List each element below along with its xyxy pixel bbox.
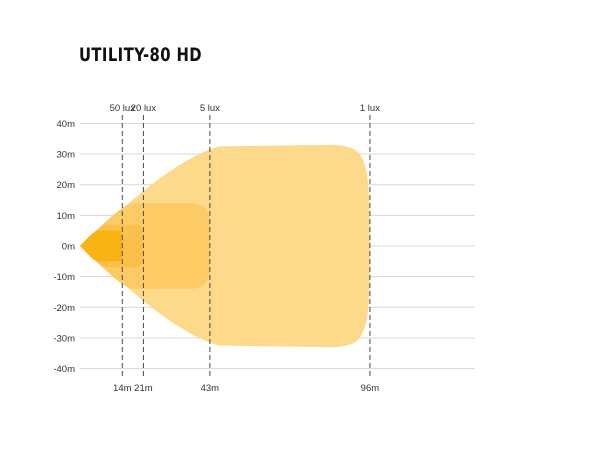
chart-title: UTILITY-80 HD	[79, 44, 202, 66]
distance-label: 96m	[361, 383, 380, 394]
lux-label: 1 lux	[360, 103, 380, 114]
y-tick-label: -40m	[53, 364, 75, 375]
y-tick-label: 20m	[57, 180, 76, 191]
y-tick-label: -20m	[53, 303, 75, 314]
beam-50-lux	[80, 230, 123, 262]
y-tick-label: -30m	[53, 333, 75, 344]
lux-label: 20 lux	[131, 103, 157, 114]
y-tick-label: 10m	[57, 211, 76, 222]
distance-label: 14m	[113, 383, 132, 394]
y-tick-label: -10m	[53, 272, 75, 283]
distance-label: 43m	[201, 383, 220, 394]
beam-1-lux	[80, 144, 370, 348]
y-tick-label: 40m	[57, 119, 76, 130]
y-tick-label: 0m	[62, 242, 75, 253]
distance-label: 21m	[134, 383, 153, 394]
y-tick-label: 30m	[57, 150, 76, 161]
lux-label: 50 lux	[110, 103, 136, 114]
lux-label: 5 lux	[200, 103, 220, 114]
